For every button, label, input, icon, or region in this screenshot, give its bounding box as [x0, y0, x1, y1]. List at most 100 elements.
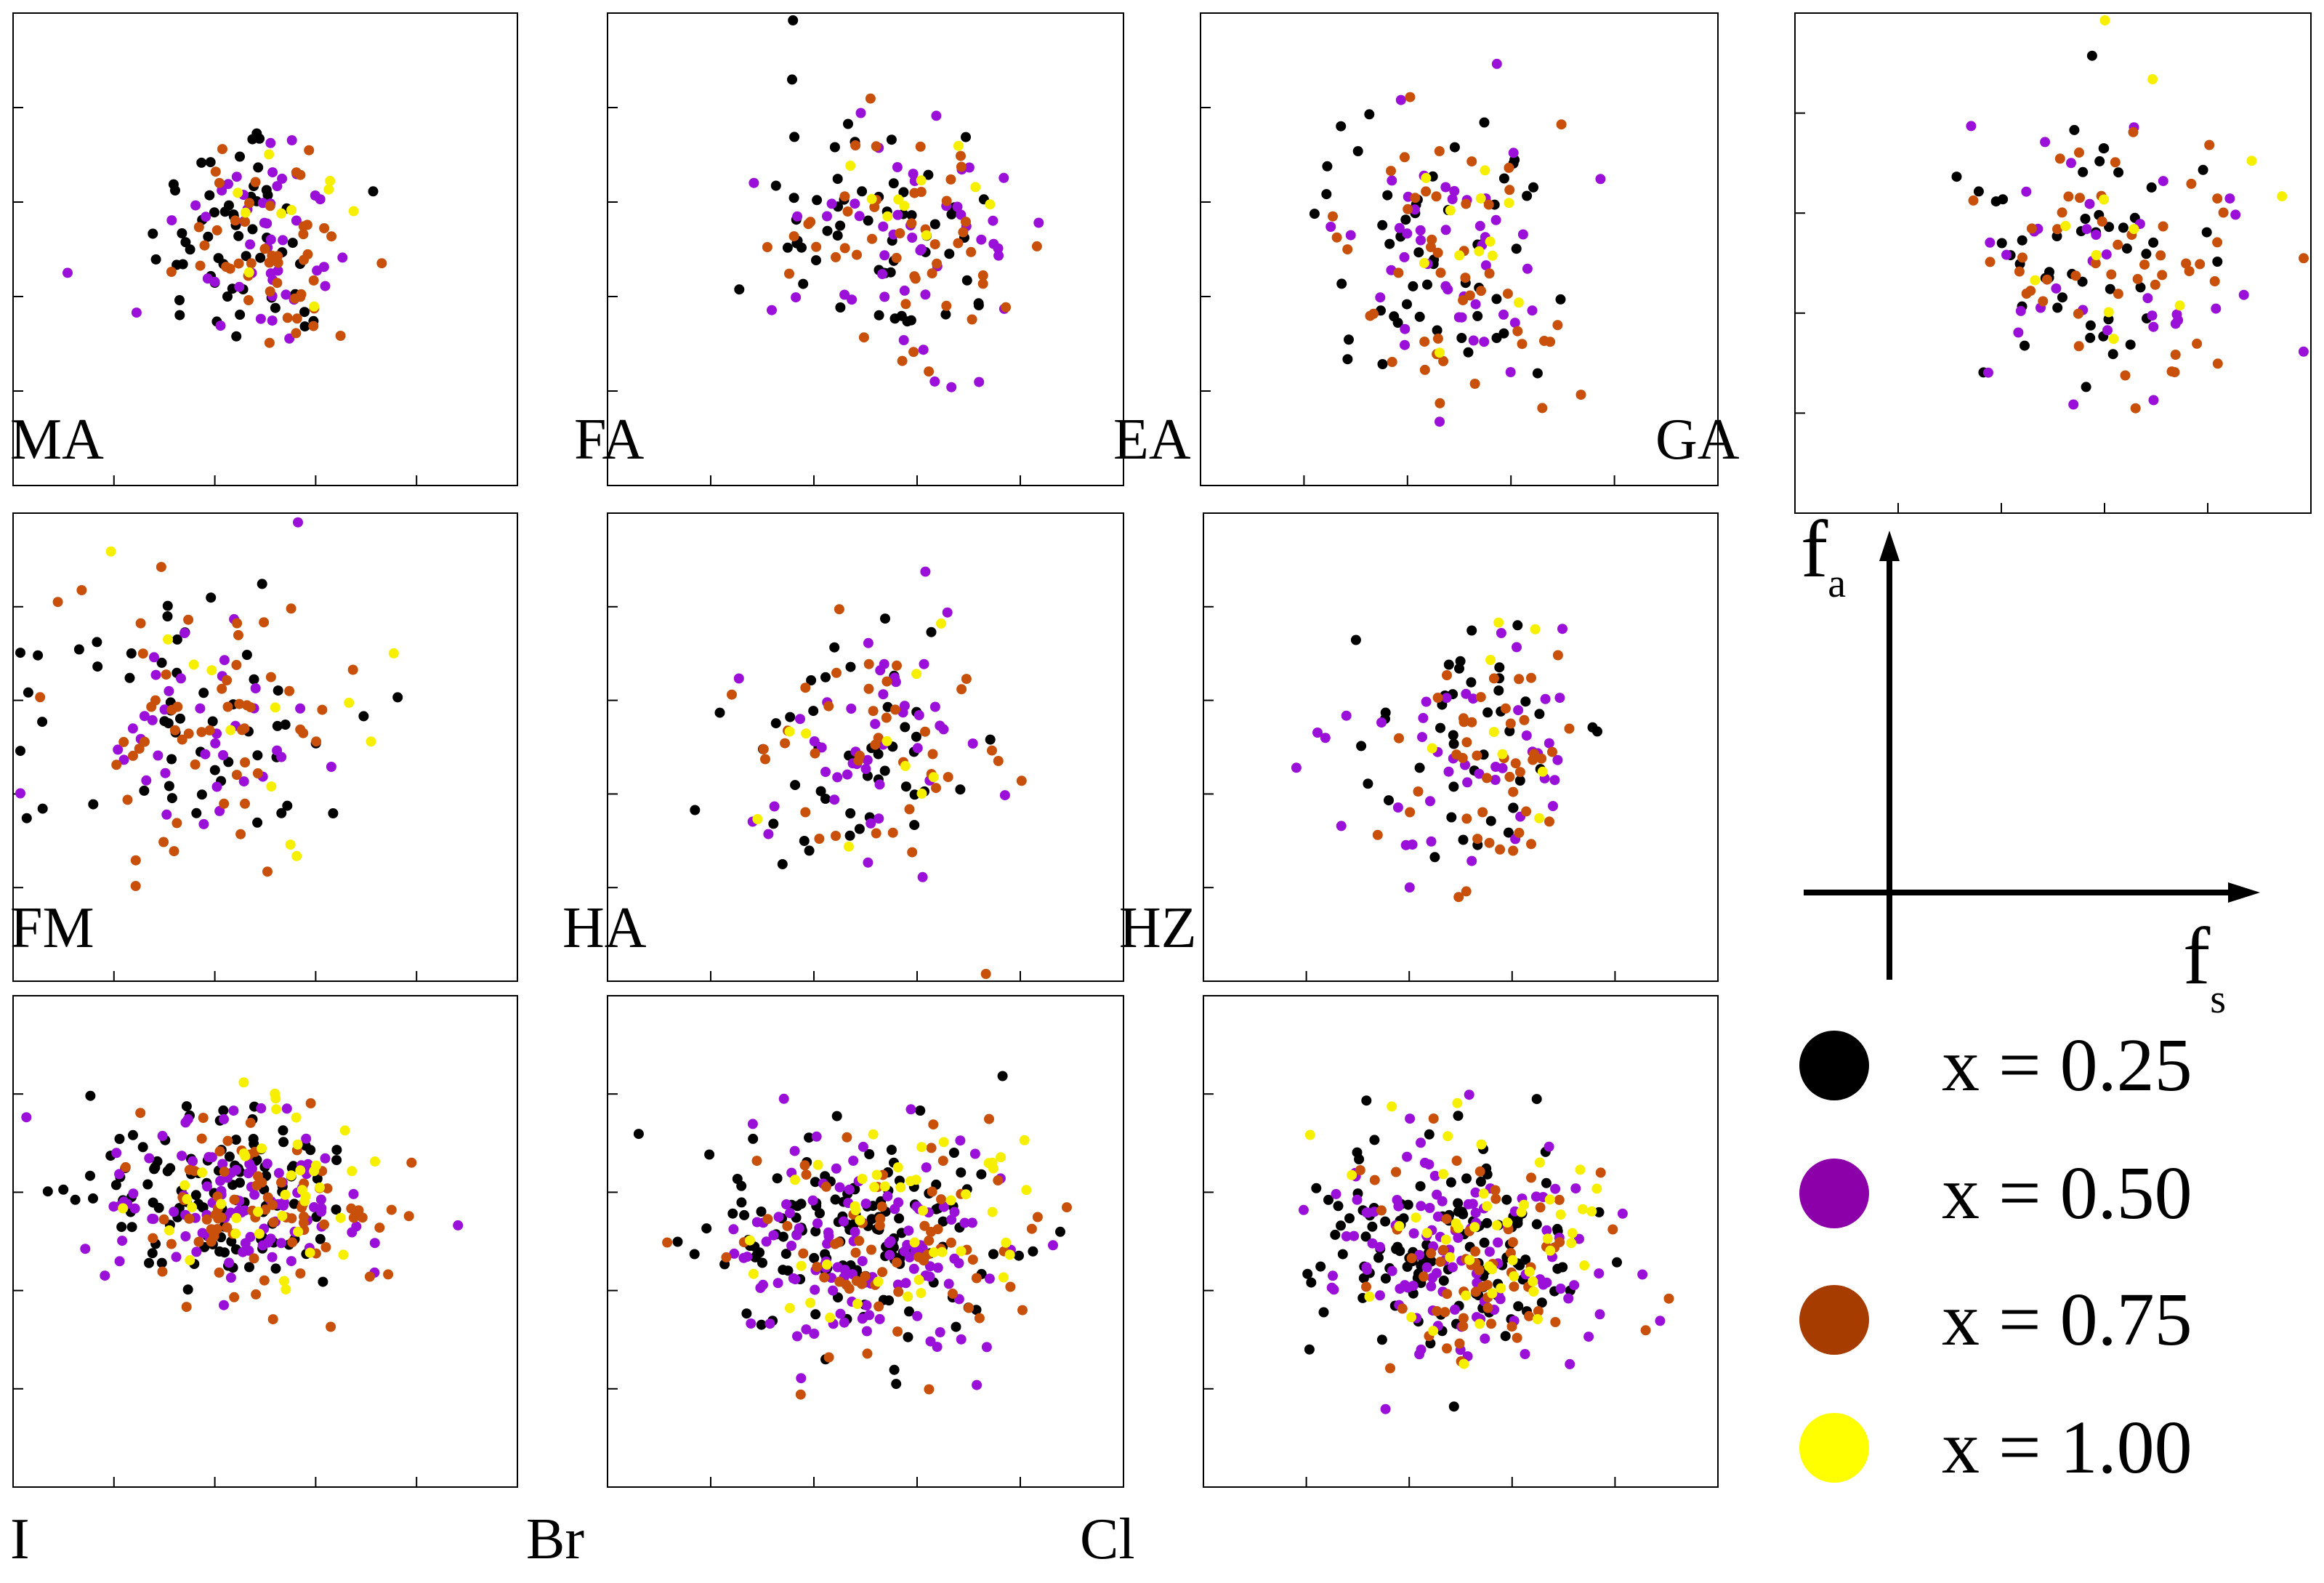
point-ea-x050 — [1509, 318, 1520, 329]
point-i-x025 — [116, 1222, 127, 1233]
point-cl-x050 — [1424, 1159, 1435, 1170]
point-hz-x050 — [1513, 705, 1524, 716]
point-ea-x050 — [1505, 367, 1516, 377]
point-i-x050 — [316, 1203, 327, 1214]
point-br-x025 — [809, 1252, 820, 1263]
point-fm-x075 — [135, 618, 146, 629]
point-cl-x100 — [1474, 1318, 1485, 1329]
point-ga-x075 — [1968, 195, 1979, 206]
point-i-x100 — [300, 1191, 311, 1202]
point-fm-x050 — [238, 776, 249, 787]
point-cl-x025 — [1531, 1219, 1542, 1230]
point-hz-x050 — [1425, 796, 1435, 807]
point-ea-x050 — [1402, 228, 1413, 239]
point-br-x050 — [984, 1273, 995, 1284]
legend-label-050: x = 0.50 — [1942, 1151, 2192, 1235]
point-ea-x075 — [1512, 326, 1523, 337]
point-ma-x025 — [150, 254, 161, 265]
point-fa-x025 — [873, 310, 884, 321]
point-i-x075 — [320, 1242, 331, 1252]
point-hz-x050 — [1404, 882, 1415, 893]
point-ea-x075 — [1393, 267, 1404, 278]
point-i-x100 — [164, 1225, 174, 1236]
point-i-x050 — [281, 1103, 292, 1114]
point-cl-x050 — [1402, 1151, 1413, 1162]
point-ea-x025 — [1479, 117, 1490, 128]
point-hz-x050 — [1552, 754, 1563, 765]
point-br-x050 — [764, 1318, 775, 1329]
point-hz-x075 — [1432, 693, 1443, 703]
point-i-x075 — [229, 1194, 240, 1205]
point-ma-x050 — [281, 289, 291, 300]
point-fm-x025 — [15, 648, 25, 658]
point-fa-x075 — [858, 332, 869, 343]
point-ha-x050 — [769, 801, 780, 812]
point-ma-x050 — [278, 235, 289, 246]
point-br-x100 — [805, 1297, 816, 1308]
point-ma-x025 — [170, 185, 180, 196]
point-ga-x050 — [2021, 186, 2032, 197]
point-hz-x050 — [1512, 642, 1522, 653]
point-cl-x025 — [1424, 1129, 1435, 1140]
point-ha-x025 — [790, 780, 801, 791]
point-hz-x050 — [1521, 730, 1532, 741]
point-br-x025 — [701, 1223, 712, 1234]
point-fm-x075 — [286, 603, 296, 614]
panel-frame-ma — [12, 12, 518, 486]
point-br-x100 — [987, 1157, 998, 1168]
point-ma-x075 — [272, 278, 283, 289]
point-ea-x025 — [1491, 333, 1502, 343]
point-hz-x050 — [1336, 821, 1347, 831]
point-fm-x075 — [284, 685, 295, 696]
point-ha-x050 — [889, 672, 900, 683]
point-fm-x100 — [206, 665, 217, 676]
point-hz-x025 — [1485, 815, 1496, 826]
point-cl-x050 — [1520, 1349, 1530, 1359]
point-i-x050 — [100, 1270, 110, 1281]
point-fm-x100 — [105, 546, 116, 557]
point-br-x025 — [772, 1173, 783, 1184]
point-br-x050 — [861, 1300, 872, 1310]
point-br-x050 — [935, 1327, 945, 1337]
point-br-x100 — [916, 1288, 927, 1298]
point-hz-x025 — [1384, 795, 1394, 806]
point-fm-x050 — [211, 781, 222, 792]
point-fm-x025 — [162, 600, 173, 611]
point-i-x050 — [148, 1214, 159, 1225]
point-ha-x050 — [870, 719, 881, 730]
point-ea-x050 — [1387, 175, 1397, 186]
point-cl-x050 — [1416, 1201, 1427, 1212]
point-ea-x075 — [1575, 390, 1586, 400]
point-i-x025 — [162, 1166, 173, 1177]
point-ha-x050 — [929, 701, 940, 712]
point-br-x050 — [839, 1216, 849, 1227]
point-fa-x050 — [920, 289, 931, 300]
point-fm-x075 — [233, 629, 243, 640]
point-br-x075 — [801, 1169, 812, 1180]
point-br-x075 — [854, 1236, 865, 1246]
point-ma-x025 — [270, 302, 281, 313]
panel-frame-cl — [1203, 995, 1719, 1488]
point-hz-x075 — [1526, 672, 1536, 683]
point-ha-x100 — [752, 814, 763, 824]
point-br-x075 — [993, 1175, 1004, 1186]
point-ga-x025 — [2077, 276, 2088, 287]
point-ea-x025 — [1392, 318, 1403, 328]
point-cl-x050 — [1448, 1262, 1458, 1273]
point-cl-x100 — [1411, 1212, 1421, 1223]
legend-label-100: x = 1.00 — [1942, 1406, 2192, 1489]
point-fa-x050 — [916, 243, 927, 254]
point-i-x050 — [302, 1159, 313, 1169]
point-ha-x050 — [866, 818, 876, 829]
point-ea-x075 — [1405, 92, 1416, 102]
point-cl-x075 — [1385, 1363, 1395, 1374]
point-hz-x075 — [1495, 844, 1506, 855]
point-fa-x075 — [961, 217, 971, 227]
point-fm-x025 — [37, 717, 48, 728]
point-ma-x050 — [62, 267, 73, 278]
point-hz-x025 — [1466, 625, 1477, 636]
point-ha-x075 — [868, 706, 879, 717]
point-br-x100 — [937, 1246, 948, 1257]
point-fm-x050 — [179, 628, 190, 638]
point-cl-x075 — [1554, 1194, 1565, 1205]
